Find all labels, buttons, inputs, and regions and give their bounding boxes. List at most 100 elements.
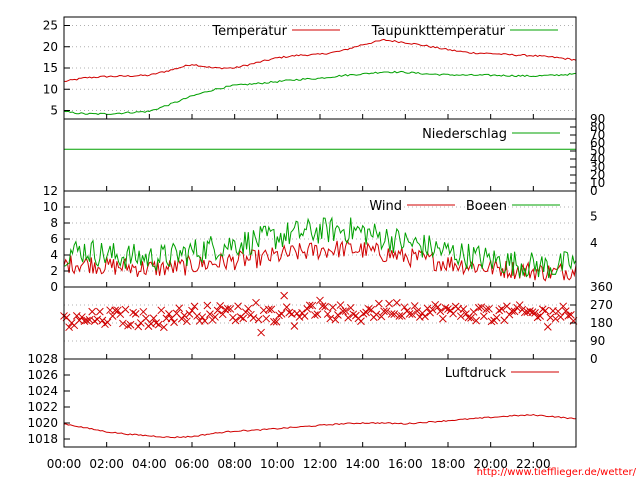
winddir-point [300, 312, 309, 320]
winddir-point [482, 305, 491, 314]
winddir-point [323, 310, 332, 318]
ytick-label: 4 [50, 248, 58, 262]
winddir-point [244, 304, 253, 313]
xtick-label: 12:00 [303, 457, 338, 471]
winddir-point [119, 319, 127, 328]
winddir-point [275, 311, 283, 320]
winddir-point [85, 316, 94, 324]
winddir-point [280, 291, 289, 300]
right-tick-label: 270 [590, 298, 613, 312]
right-tick-label: 70 [590, 128, 605, 142]
winddir-point [103, 318, 112, 327]
winddir-point [200, 317, 209, 325]
xtick-label: 08:00 [217, 457, 252, 471]
winddir-point [65, 323, 73, 332]
winddir-point [328, 303, 337, 312]
winddir-point [211, 313, 219, 321]
winddir-point [531, 309, 539, 317]
winddir-point [349, 310, 358, 319]
winddir-point [290, 322, 299, 330]
winddir-point [93, 315, 102, 324]
winddir-point [543, 323, 552, 331]
winddir-point [277, 309, 286, 318]
winddir-point [157, 306, 166, 315]
winddir-point [80, 317, 89, 326]
winddir-point [497, 305, 506, 313]
right-tick-label: 0 [590, 184, 598, 198]
winddir-point [159, 323, 168, 332]
winddir-point [313, 310, 322, 319]
legend-wind: Wind [369, 199, 402, 214]
winddir-point [375, 299, 383, 308]
ytick-label: 1024 [27, 384, 58, 398]
winddir-point [206, 310, 214, 319]
winddir-point [321, 302, 329, 311]
ytick-label: 10 [43, 200, 58, 214]
winddir-point [410, 302, 419, 310]
winddir-point [252, 298, 260, 307]
winddir-point [239, 314, 248, 323]
winddir-point [334, 311, 342, 319]
winddir-point [446, 306, 455, 315]
ytick-label: 15 [43, 61, 58, 75]
right-tick-label: 360 [590, 280, 613, 294]
winddir-point [344, 313, 353, 322]
series-boeen [63, 216, 577, 279]
winddir-point [226, 305, 235, 313]
winddir-point [456, 312, 465, 321]
winddir-point [254, 315, 263, 324]
ytick-label: 20 [43, 40, 58, 54]
winddir-point [341, 307, 350, 315]
winddir-point [400, 303, 409, 312]
ytick-label: 1020 [27, 416, 58, 430]
winddir-point [477, 303, 486, 312]
right-tick-label: 20 [590, 168, 605, 182]
xtick-label: 14:00 [345, 457, 380, 471]
right-tick-label: 80 [590, 120, 605, 134]
winddir-point [193, 312, 201, 320]
winddir-point [241, 308, 250, 317]
ytick-label: 12 [43, 184, 58, 198]
winddir-point [533, 313, 542, 322]
winddir-point [387, 310, 396, 318]
winddir-point [515, 301, 524, 309]
xtick-label: 04:00 [132, 457, 167, 471]
winddir-point [262, 314, 271, 323]
winddir-point [469, 308, 478, 316]
right-tick-label: 50 [590, 144, 605, 158]
winddir-point [318, 302, 327, 311]
winddir-point [170, 318, 178, 327]
winddir-point [428, 305, 437, 314]
winddir-point [559, 302, 568, 311]
winddir-point [508, 307, 516, 315]
winddir-point [551, 314, 560, 323]
winddir-point [95, 307, 104, 316]
winddir-point [303, 305, 312, 313]
winddir-point [541, 306, 550, 315]
winddir-point [78, 313, 86, 321]
ytick-label: 1026 [27, 368, 58, 382]
winddir-point [190, 302, 199, 311]
legend-temperatur: Temperatur [211, 24, 287, 39]
right-tick-label: 90 [590, 334, 605, 348]
winddir-point [216, 302, 225, 310]
credit-link[interactable]: http://www.tiefflieger.de/wetter/ [477, 467, 637, 478]
winddir-point [474, 304, 483, 312]
right-tick-label: 30 [590, 160, 605, 174]
winddir-point [385, 299, 393, 308]
xtick-label: 06:00 [175, 457, 210, 471]
winddir-point [198, 313, 207, 322]
right-tick-label: 10 [590, 176, 605, 190]
winddir-point [467, 314, 475, 322]
winddir-point [433, 303, 442, 311]
winddir-point [479, 312, 488, 321]
legend-taupunkttemperatur: Taupunkttemperatur [371, 24, 506, 39]
winddir-point [380, 307, 388, 316]
ytick-label: 1028 [27, 352, 58, 366]
winddir-point [495, 306, 504, 315]
winddir-point [231, 316, 240, 325]
winddir-point [546, 313, 555, 322]
winddir-point [129, 308, 137, 317]
winddir-point [346, 303, 355, 312]
winddir-point [459, 305, 468, 313]
